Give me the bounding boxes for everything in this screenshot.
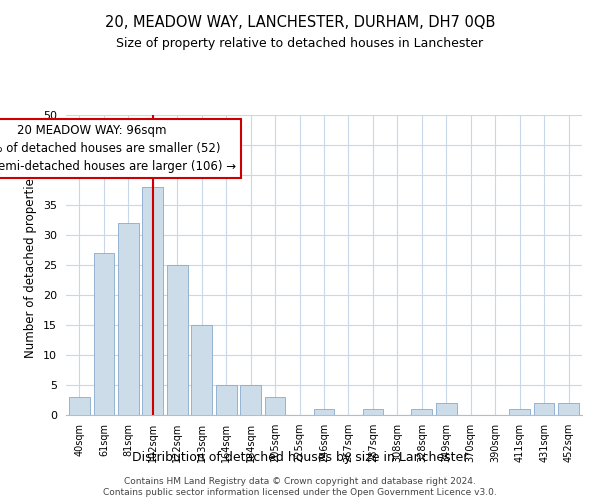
Bar (191, 325, 212, 415)
Bar (534, 403, 554, 415)
Text: Contains HM Land Registry data © Crown copyright and database right 2024.: Contains HM Land Registry data © Crown c… (124, 476, 476, 486)
Text: Size of property relative to detached houses in Lanchester: Size of property relative to detached ho… (116, 38, 484, 51)
Text: Contains public sector information licensed under the Open Government Licence v3: Contains public sector information licen… (103, 488, 497, 497)
Bar (167, 265, 188, 415)
Bar (314, 409, 334, 415)
Y-axis label: Number of detached properties: Number of detached properties (24, 172, 37, 358)
Bar (436, 403, 457, 415)
Text: Distribution of detached houses by size in Lanchester: Distribution of detached houses by size … (132, 451, 468, 464)
Text: 20, MEADOW WAY, LANCHESTER, DURHAM, DH7 0QB: 20, MEADOW WAY, LANCHESTER, DURHAM, DH7 … (105, 15, 495, 30)
Text: 20 MEADOW WAY: 96sqm
← 33% of detached houses are smaller (52)
67% of semi-detac: 20 MEADOW WAY: 96sqm ← 33% of detached h… (0, 124, 236, 173)
Bar (509, 409, 530, 415)
Bar (558, 403, 579, 415)
Bar (412, 409, 432, 415)
Bar (118, 223, 139, 415)
Bar (265, 397, 286, 415)
Bar (240, 385, 261, 415)
Bar (142, 187, 163, 415)
Bar (94, 253, 114, 415)
Bar (362, 409, 383, 415)
Bar (69, 397, 90, 415)
Bar (216, 385, 236, 415)
